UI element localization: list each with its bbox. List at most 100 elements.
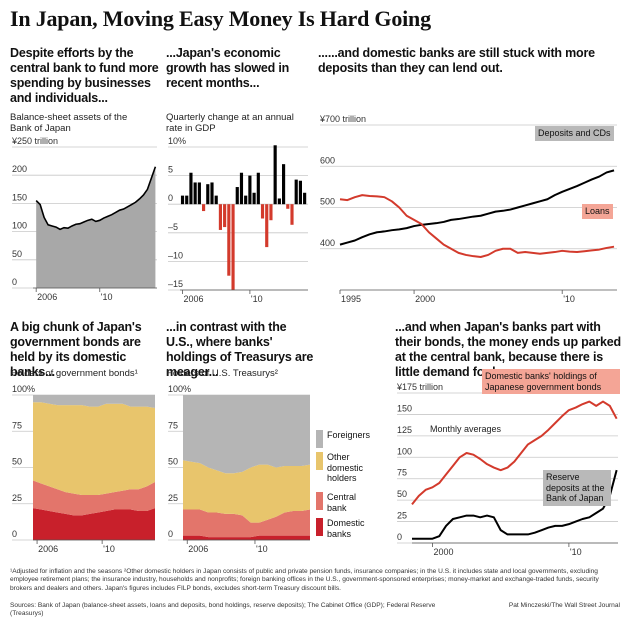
x-tick-label: 2000 [415, 294, 435, 304]
legend-item: Central bank [316, 492, 368, 513]
panel-subtitle: Holders of government bonds¹ [10, 368, 138, 379]
y-tick-label: 125 [397, 425, 412, 435]
y-tick-label: 100 [397, 446, 412, 456]
y-tick-label: 25 [168, 493, 178, 503]
bar [189, 172, 193, 205]
line [411, 400, 618, 506]
legend-label: Domestic banks [327, 518, 365, 539]
x-tick-label: 2006 [184, 294, 204, 304]
footnote: ¹Adjusted for inflation and the seasons … [10, 568, 599, 592]
y-tick-label: 0 [168, 529, 173, 539]
bar [265, 204, 269, 248]
bar [218, 204, 222, 230]
legend-swatch [316, 452, 323, 470]
y-tick-label: 5 [168, 165, 173, 175]
legend-item: Domestic banks [316, 518, 372, 539]
y-tick-label: 600 [320, 155, 335, 165]
y-tick-label: 200 [12, 164, 27, 174]
legend-item: Other domestic holders [316, 452, 372, 484]
annotation: Monthly averages [430, 424, 502, 434]
y-tick-label: –15 [168, 279, 183, 289]
series-label: Reserve deposits at the Bank of Japan [543, 470, 611, 506]
area [36, 166, 156, 288]
bar [269, 204, 273, 221]
bar [256, 172, 260, 205]
bar [206, 184, 210, 205]
panel-heading: Despite efforts by the central bank to f… [10, 46, 159, 105]
stacked-area [33, 480, 155, 516]
legend-label: Central bank [327, 492, 357, 513]
x-tick-label: 2006 [188, 544, 208, 554]
credit: Pat Minczeski/The Wall Street Journal [508, 602, 620, 609]
bar [298, 180, 302, 205]
bar [248, 175, 252, 205]
legend-label: Other domestic holders [327, 452, 364, 483]
stacked-area [33, 402, 155, 496]
y-tick-label: 50 [397, 489, 407, 499]
y-tick-label: 150 [397, 403, 412, 413]
bar [202, 204, 206, 212]
panel-heading: ...Japan's economic growth has slowed in… [166, 46, 290, 90]
y-tick-label: ¥700 trillion [319, 114, 366, 124]
series-label: Deposits and CDs [535, 126, 614, 141]
series-label: Loans [582, 204, 613, 219]
y-tick-label: 400 [320, 238, 335, 248]
bar [277, 198, 281, 205]
y-tick-label: 100% [168, 384, 191, 394]
legend-item: Foreigners [316, 430, 382, 448]
bar [223, 204, 227, 228]
y-tick-label: 0 [12, 529, 17, 539]
line [412, 469, 618, 540]
y-tick-label: ¥250 trillion [11, 136, 58, 146]
panel-heading: ......and domestic banks are still stuck… [318, 46, 595, 75]
x-tick-label: '10 [563, 294, 575, 304]
panel-heading: A big chunk of Japan's government bonds … [10, 320, 142, 379]
series-label: Domestic banks' holdings of Japanese gov… [482, 369, 620, 394]
panel-subtitle: Quarterly change at an annual rate in GD… [166, 112, 294, 134]
line [339, 194, 615, 258]
bar [231, 204, 235, 290]
bar [214, 195, 218, 205]
y-tick-label: 100 [12, 221, 27, 231]
y-tick-label: 0 [168, 193, 173, 203]
bar [180, 195, 185, 205]
bar [210, 182, 214, 205]
bar [235, 187, 239, 205]
bar [197, 182, 201, 205]
panel-heading: ...in contrast with the U.S., where bank… [166, 320, 314, 379]
bar [244, 195, 248, 205]
y-tick-label: 75 [397, 468, 407, 478]
y-tick-label: 25 [397, 511, 407, 521]
legend-swatch [316, 518, 323, 536]
legend-swatch [316, 430, 323, 448]
stacked-area [183, 460, 310, 523]
x-tick-label: 2000 [433, 547, 453, 557]
stacked-area [33, 508, 155, 540]
y-tick-label: 0 [12, 277, 17, 287]
x-tick-label: '10 [570, 547, 582, 557]
panel-subtitle: Holders of U.S. Treasurys² [166, 368, 278, 379]
bar [282, 164, 286, 205]
bar [227, 204, 231, 276]
bar [286, 204, 290, 209]
bar [273, 145, 277, 205]
x-tick-label: 2006 [38, 544, 58, 554]
y-tick-label: 500 [320, 197, 335, 207]
y-tick-label: 75 [12, 420, 22, 430]
y-tick-label: 75 [168, 420, 178, 430]
panel-subtitle: Balance-sheet assets of the Bank of Japa… [10, 112, 128, 134]
y-tick-label: 150 [12, 192, 27, 202]
bar [260, 204, 265, 219]
y-tick-label: –10 [168, 250, 183, 260]
panel-heading: ...and when Japan's banks part with thei… [395, 320, 621, 379]
y-tick-label: 50 [12, 457, 22, 467]
sources: Sources: Bank of Japan (balance-sheet as… [10, 602, 436, 618]
y-tick-label: 10% [168, 136, 186, 146]
x-tick-label: '10 [101, 292, 113, 302]
stacked-area [183, 509, 310, 538]
y-tick-label: 100% [12, 384, 35, 394]
stacked-area [183, 535, 310, 540]
y-tick-label: 25 [12, 493, 22, 503]
bar [239, 172, 244, 205]
